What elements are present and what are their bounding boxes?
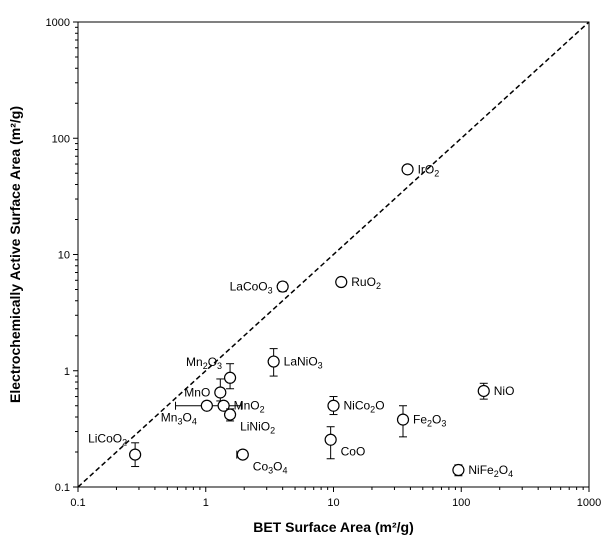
point-label: LaNiO3 — [284, 355, 323, 371]
label-text: NiO — [494, 384, 515, 398]
label-text: IrO — [418, 162, 435, 176]
label-subscript: 3 — [441, 419, 446, 429]
label-subscript: 2 — [270, 426, 275, 436]
data-point — [396, 413, 410, 426]
axes: 0.1 1 10 100 1000 0.1 1 10 100 1000 — [46, 17, 602, 509]
point-label: Co3O4 — [253, 460, 288, 476]
label-subscript: 4 — [192, 417, 197, 427]
data-point — [335, 275, 348, 289]
label-text: LaNiO — [284, 355, 318, 369]
label-subscript: 2 — [122, 438, 127, 448]
x-axis-title: BET Surface Area (m²/g) — [253, 519, 414, 535]
point-label: NiFe2O4 — [468, 463, 513, 479]
label-subscript: 3 — [217, 361, 222, 371]
label-text: O — [273, 460, 282, 474]
point-label: MnO — [184, 385, 210, 399]
label-text: NiCo — [344, 399, 371, 413]
point-label: MnO2 — [234, 399, 265, 415]
label-subscript: 2 — [427, 419, 432, 429]
point-label: IrO2 — [418, 162, 440, 178]
point-label: NiO — [494, 384, 515, 398]
label-text: O — [499, 463, 508, 477]
label-text: MnO — [184, 385, 210, 399]
label-text: Mn — [161, 411, 178, 425]
label-text: LiCoO — [88, 432, 122, 446]
label-subscript: 3 — [318, 361, 323, 371]
data-point — [452, 463, 465, 477]
label-text: Co — [253, 460, 269, 474]
point-label: LiCoO2 — [88, 432, 127, 448]
data-point — [223, 408, 237, 421]
y-tick-label: 1000 — [46, 17, 70, 29]
data-point — [276, 280, 289, 293]
data-point — [324, 433, 337, 446]
point-label: LaCoO3 — [230, 280, 273, 296]
point-label: NiCo2O — [344, 399, 385, 415]
data-point — [236, 448, 249, 461]
data-points — [129, 163, 490, 477]
label-text: LaCoO — [230, 280, 268, 294]
x-tick-label: 100 — [452, 497, 470, 509]
point-label: LiNiO2 — [240, 420, 275, 436]
label-text: O — [375, 399, 384, 413]
label-subscript: 2 — [376, 281, 381, 291]
reference-line — [77, 21, 590, 488]
data-point — [223, 371, 237, 384]
data-point — [477, 384, 490, 398]
x-tick-label: 0.1 — [70, 497, 85, 509]
point-label: Mn3O4 — [161, 411, 197, 427]
label-subscript: 2 — [434, 168, 439, 178]
label-subscript: 2 — [370, 405, 375, 415]
label-text: LiNiO — [240, 420, 270, 434]
label-text: O — [208, 355, 217, 369]
label-subscript: 4 — [508, 469, 513, 479]
x-tick-label: 1 — [203, 497, 209, 509]
y-axis-title: Electrochemically Active Surface Area (m… — [7, 106, 23, 403]
label-subscript: 3 — [177, 417, 182, 427]
label-subscript: 2 — [203, 361, 208, 371]
point-label: RuO2 — [351, 275, 381, 291]
data-point — [200, 399, 213, 412]
y-tick-label: 10 — [58, 250, 70, 262]
y-tick-label: 1 — [64, 366, 70, 378]
label-subscript: 2 — [260, 405, 265, 415]
label-subscript: 3 — [268, 286, 273, 296]
label-subscript: 4 — [283, 466, 288, 476]
data-point — [401, 163, 414, 176]
label-text: MnO — [234, 399, 260, 413]
data-point — [129, 448, 142, 461]
y-tick-label: 0.1 — [55, 482, 70, 494]
x-tick-label: 1000 — [577, 497, 601, 509]
point-label: CoO — [341, 445, 366, 459]
data-point — [214, 386, 227, 399]
point-label: Mn2O3 — [186, 355, 222, 371]
reference-line-group — [77, 21, 590, 488]
data-point — [267, 355, 280, 368]
y-tick-label: 100 — [52, 133, 70, 145]
data-point — [327, 399, 340, 412]
label-subscript: 3 — [268, 466, 273, 476]
label-text: CoO — [341, 445, 366, 459]
label-text: NiFe — [468, 463, 494, 477]
label-text: O — [432, 413, 441, 427]
label-text: Fe — [413, 413, 427, 427]
label-text: O — [182, 411, 191, 425]
label-subscript: 2 — [494, 469, 499, 479]
point-labels: IrO2RuO2LaCoO3LaNiO3Mn2O3MnOMn3O4MnO2LiN… — [88, 162, 514, 479]
point-label: Fe2O3 — [413, 413, 446, 429]
label-text: Mn — [186, 355, 203, 369]
label-text: RuO — [351, 275, 376, 289]
x-tick-label: 10 — [327, 497, 339, 509]
